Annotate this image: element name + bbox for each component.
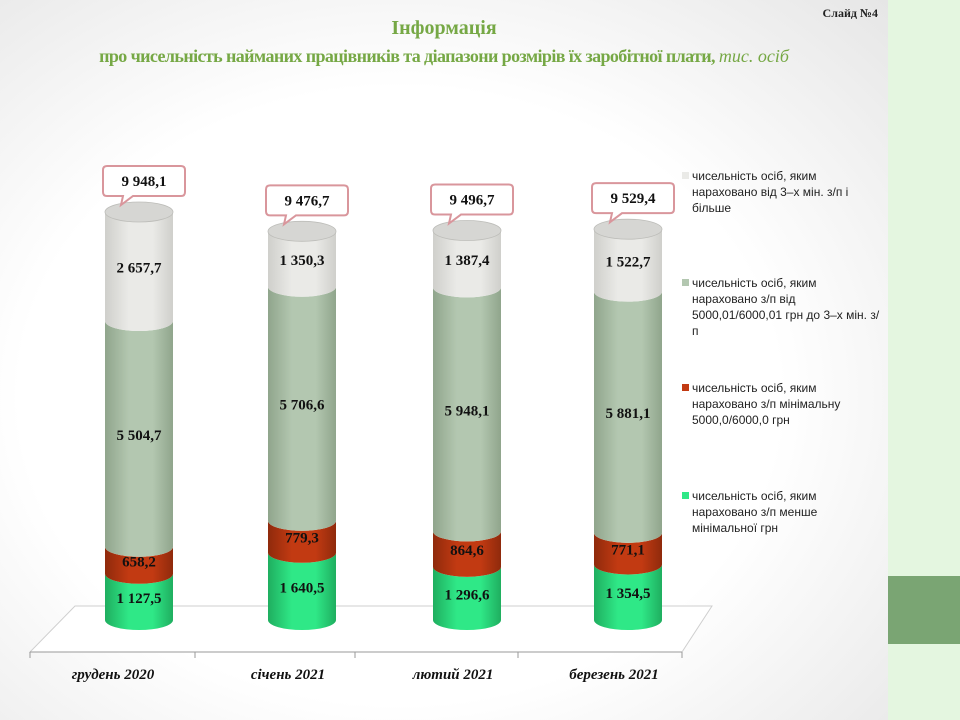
stacked-bar-chart: 1 127,5 658,2 5 504,7 2 657,7 9 948,1 грудень…: [28, 165, 713, 683]
data-label: 779,3: [285, 531, 319, 547]
subtitle-unit: тис. осіб: [718, 46, 789, 66]
bar-segment-min-to-3x: [594, 291, 662, 543]
bar-segment-minimal: [105, 546, 173, 584]
bar-segment-3x-plus: [594, 229, 662, 302]
legend-label: чисельність осіб, яким нараховано з/п ме…: [692, 489, 818, 535]
data-label: 771,1: [611, 543, 645, 559]
total-callout: [265, 184, 349, 227]
bar-top-cap: [593, 218, 663, 240]
bar-segment-3x-plus: [105, 212, 173, 331]
side-panel-accent: [888, 576, 960, 644]
data-label: 1 387,4: [445, 253, 491, 269]
total-label: 9 476,7: [285, 193, 331, 209]
bar-segment-min-to-3x: [105, 320, 173, 557]
legend-label: чисельність осіб, яким нараховано з/п ві…: [692, 276, 880, 338]
legend-swatch: [682, 279, 689, 286]
data-label: 5 881,1: [606, 406, 651, 422]
bar-segment-below-min: [433, 566, 501, 630]
category-label: грудень 2020: [72, 667, 155, 683]
data-label: 5 504,7: [117, 428, 163, 444]
data-label: 658,2: [122, 554, 156, 570]
total-label: 9 948,1: [122, 174, 167, 190]
bar-segment-below-min: [105, 573, 173, 630]
bar-top-cap: [432, 220, 502, 241]
data-label: 1 640,5: [280, 580, 325, 596]
bar-segment-minimal: [594, 532, 662, 575]
total-callout: [591, 182, 675, 225]
bar-segment-below-min: [594, 564, 662, 630]
category-label: січень 2021: [251, 667, 325, 683]
data-label: 1 354,5: [606, 586, 651, 602]
bar-top-cap: [104, 201, 174, 223]
legend-label: чисельність осіб, яким нараховано від 3–…: [692, 169, 849, 215]
bar-segment-minimal: [268, 520, 336, 563]
bar-segment-3x-plus: [268, 231, 336, 297]
legend-swatch: [682, 384, 689, 391]
data-label: 5 706,6: [280, 398, 326, 414]
bar-segment-min-to-3x: [433, 287, 501, 542]
legend-label: чисельність осіб, яким нараховано з/п мі…: [692, 381, 841, 427]
data-label: 1 127,5: [117, 591, 162, 607]
bar-segment-below-min: [268, 552, 336, 630]
category-label: лютий 2021: [412, 667, 494, 683]
chart-title: Інформація: [391, 17, 497, 39]
data-label: 1 350,3: [280, 253, 325, 269]
category-label: березень 2021: [569, 667, 659, 683]
bar-segment-min-to-3x: [268, 286, 336, 531]
data-label: 1 522,7: [606, 254, 652, 270]
bar-top-cap: [267, 220, 337, 242]
legend-swatch: [682, 172, 689, 179]
data-label: 864,6: [450, 543, 484, 559]
bar-segment-minimal: [433, 531, 501, 577]
subtitle-text: про чисельність найманих працівників та …: [99, 46, 715, 66]
legend-swatch: [682, 492, 689, 499]
data-label: 5 948,1: [445, 403, 490, 419]
total-callout: [102, 165, 186, 208]
total-callout: [430, 183, 514, 226]
total-label: 9 496,7: [450, 193, 496, 209]
data-label: 1 296,6: [445, 587, 491, 603]
chart-subtitle: про чисельність найманих працівників та …: [0, 46, 888, 67]
data-label: 2 657,7: [117, 260, 163, 276]
bar-segment-3x-plus: [433, 230, 501, 298]
slide-number: Слайд №4: [822, 6, 878, 20]
total-label: 9 529,4: [611, 191, 657, 207]
